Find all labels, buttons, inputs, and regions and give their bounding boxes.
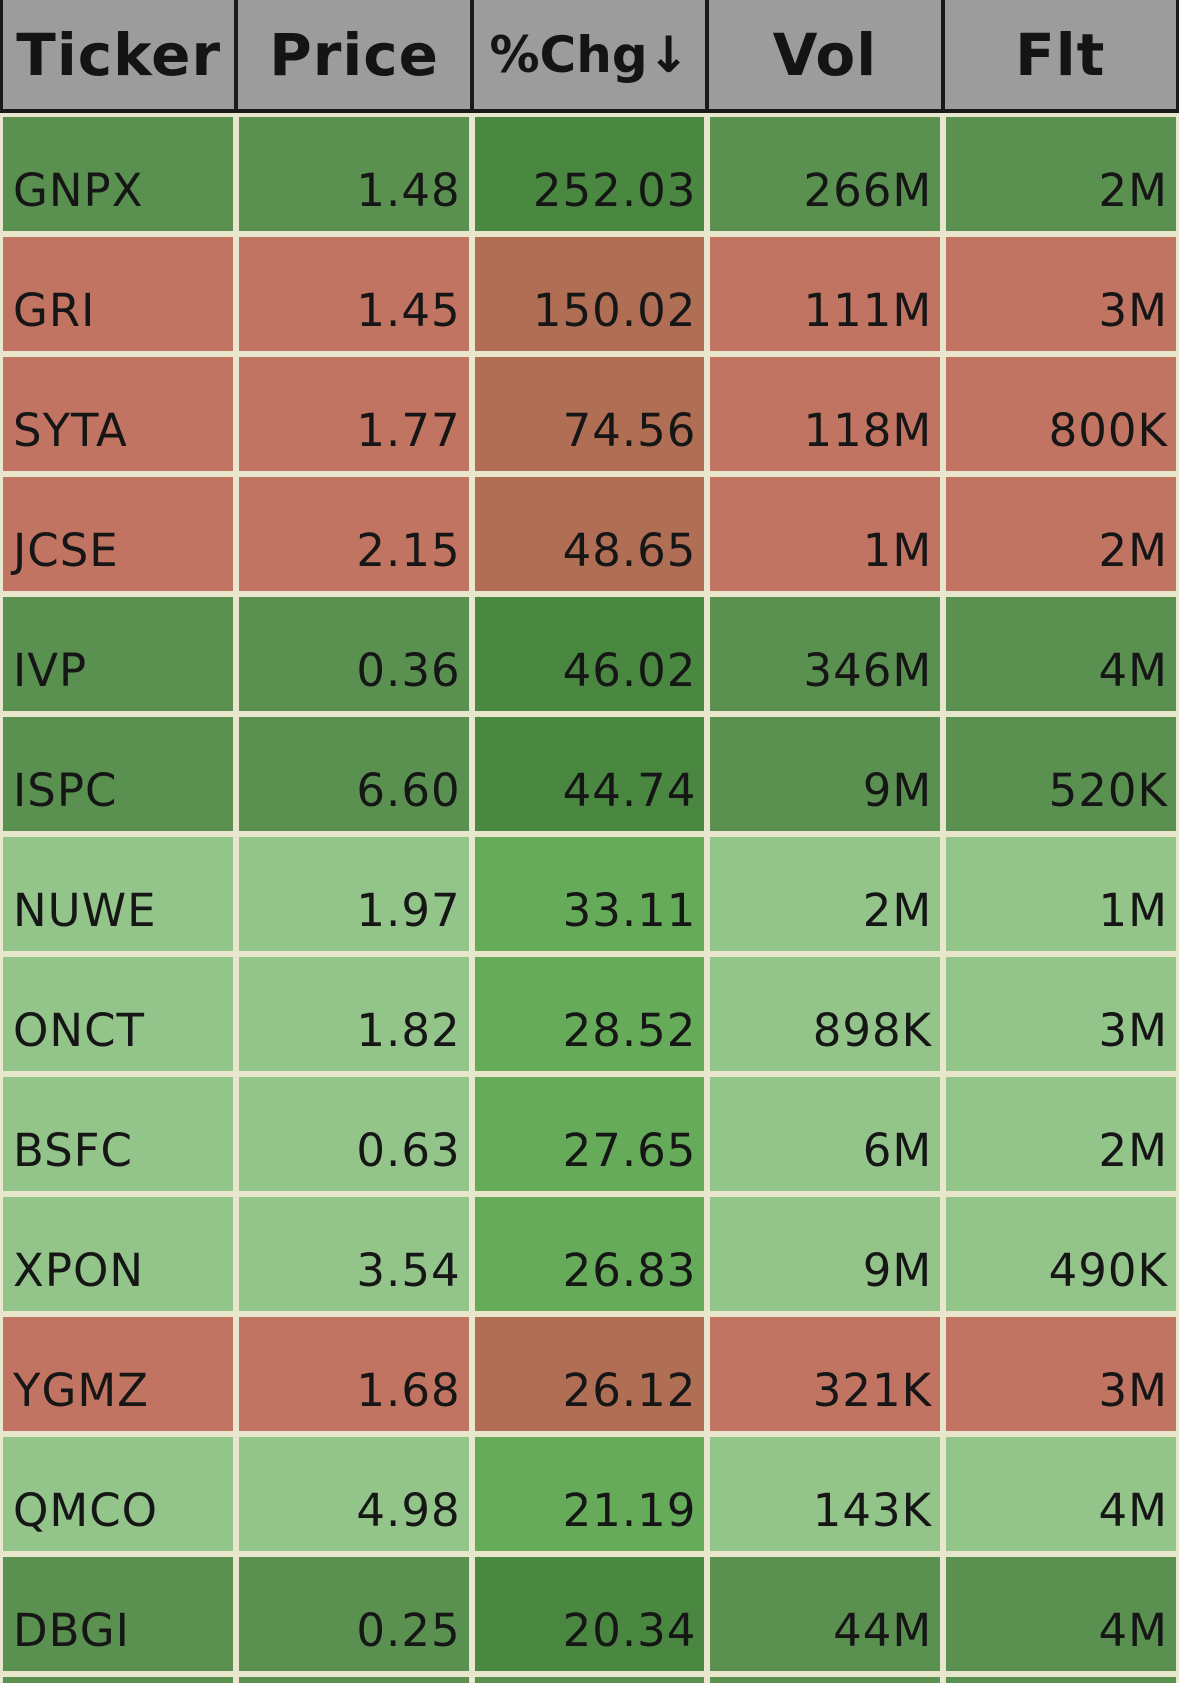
value-cell: 6.60 (238, 717, 469, 831)
value-cell: 0.63 (238, 1077, 469, 1191)
ticker-cell: DBGI (3, 1557, 233, 1671)
value-cell: 1M (710, 477, 941, 591)
value-cell: 3M (946, 237, 1176, 351)
value-cell: 4M (946, 597, 1176, 711)
value-cell: 44M (710, 1557, 941, 1671)
ticker-cell: NUWE (3, 837, 233, 951)
value-cell: 118M (710, 357, 941, 471)
value-cell: 21.19 (474, 1437, 705, 1551)
table-row[interactable]: XPON 3.54 26.83 9M 490K (0, 1193, 1179, 1313)
value-cell: 26.83 (474, 1197, 705, 1311)
value-cell: 2M (946, 117, 1176, 231)
value-cell: 27.65 (474, 1077, 705, 1191)
next-row-partial (0, 1673, 1179, 1683)
value-cell: 490K (946, 1197, 1176, 1311)
value-cell: 2.15 (238, 477, 469, 591)
value-cell: 9M (710, 1197, 941, 1311)
value-cell: 28.52 (474, 957, 705, 1071)
value-cell: 1M (946, 837, 1176, 951)
ticker-cell: YGMZ (3, 1317, 233, 1431)
value-cell: 9M (710, 717, 941, 831)
header-row: Ticker Price %Chg↓ Vol Flt (0, 0, 1179, 113)
value-cell: 143K (710, 1437, 941, 1551)
ticker-cell: QMCO (3, 1437, 233, 1551)
ticker-cell: XPON (3, 1197, 233, 1311)
column-header[interactable]: Vol (709, 0, 941, 109)
value-cell: 0.36 (238, 597, 469, 711)
ticker-cell: JCSE (3, 477, 233, 591)
table-row[interactable]: ONCT 1.82 28.52 898K 3M (0, 953, 1179, 1073)
value-cell: 3M (946, 1317, 1176, 1431)
ticker-cell: GNPX (3, 117, 233, 231)
value-cell: 111M (710, 237, 941, 351)
table-row[interactable]: NUWE 1.97 33.11 2M 1M (0, 833, 1179, 953)
value-cell: 1.68 (238, 1317, 469, 1431)
value-cell: 520K (946, 717, 1176, 831)
value-cell: 1.82 (238, 957, 469, 1071)
value-cell: 3.54 (238, 1197, 469, 1311)
value-cell: 4.98 (238, 1437, 469, 1551)
value-cell: 46.02 (474, 597, 705, 711)
column-header[interactable]: Flt (944, 0, 1176, 109)
ticker-cell: GRI (3, 237, 233, 351)
value-cell: 4M (946, 1437, 1176, 1551)
column-header[interactable]: Ticker (3, 0, 235, 109)
table-row[interactable]: IVP 0.36 46.02 346M 4M (0, 593, 1179, 713)
table-row[interactable]: YGMZ 1.68 26.12 321K 3M (0, 1313, 1179, 1433)
value-cell: 20.34 (474, 1557, 705, 1671)
value-cell: 1.77 (238, 357, 469, 471)
table-row[interactable]: SYTA 1.77 74.56 118M 800K (0, 353, 1179, 473)
value-cell: 3M (946, 957, 1176, 1071)
value-cell: 4M (946, 1557, 1176, 1671)
table-row[interactable]: GNPX 1.48 252.03 266M 2M (0, 113, 1179, 233)
value-cell: 2M (946, 1077, 1176, 1191)
table-row[interactable]: ISPC 6.60 44.74 9M 520K (0, 713, 1179, 833)
ticker-cell: ISPC (3, 717, 233, 831)
value-cell: 74.56 (474, 357, 705, 471)
table-row[interactable]: BSFC 0.63 27.65 6M 2M (0, 1073, 1179, 1193)
value-cell: 1.97 (238, 837, 469, 951)
value-cell: 150.02 (474, 237, 705, 351)
table-row[interactable]: JCSE 2.15 48.65 1M 2M (0, 473, 1179, 593)
value-cell: 33.11 (474, 837, 705, 951)
value-cell: 266M (710, 117, 941, 231)
value-cell: 800K (946, 357, 1176, 471)
value-cell: 1.45 (238, 237, 469, 351)
table-row[interactable]: GRI 1.45 150.02 111M 3M (0, 233, 1179, 353)
value-cell: 346M (710, 597, 941, 711)
value-cell: 321K (710, 1317, 941, 1431)
value-cell: 1.48 (238, 117, 469, 231)
column-header[interactable]: Price (238, 0, 470, 109)
ticker-cell: ONCT (3, 957, 233, 1071)
value-cell: 26.12 (474, 1317, 705, 1431)
table-row[interactable]: QMCO 4.98 21.19 143K 4M (0, 1433, 1179, 1553)
value-cell: 2M (946, 477, 1176, 591)
table-body: GNPX 1.48 252.03 266M 2M GRI 1.45 150.02 111M 3M S… (0, 113, 1179, 1673)
value-cell: 2M (710, 837, 941, 951)
value-cell: 48.65 (474, 477, 705, 591)
value-cell: 898K (710, 957, 941, 1071)
table-row[interactable]: DBGI 0.25 20.34 44M 4M (0, 1553, 1179, 1673)
ticker-cell: IVP (3, 597, 233, 711)
value-cell: 6M (710, 1077, 941, 1191)
ticker-cell: BSFC (3, 1077, 233, 1191)
column-header[interactable]: %Chg↓ (473, 0, 706, 109)
value-cell: 0.25 (238, 1557, 469, 1671)
ticker-cell: SYTA (3, 357, 233, 471)
value-cell: 44.74 (474, 717, 705, 831)
value-cell: 252.03 (474, 117, 705, 231)
